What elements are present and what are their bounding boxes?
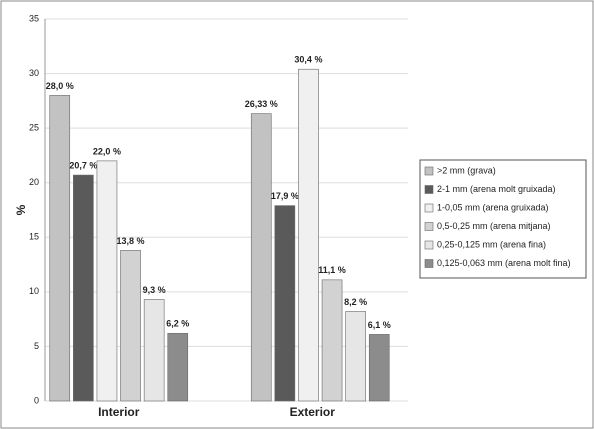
x-tick-label: Exterior — [290, 405, 336, 419]
bar — [167, 333, 189, 402]
y-tick-label: 20 — [29, 177, 39, 187]
bar — [120, 250, 141, 402]
bar — [96, 160, 118, 402]
legend-swatch — [424, 222, 434, 231]
legend-swatch — [424, 203, 434, 213]
bar — [49, 95, 71, 402]
bar — [321, 279, 343, 402]
value-label: 13,8 % — [117, 236, 145, 246]
legend-label: >2 mm (grava) — [437, 165, 496, 175]
legend-swatch — [424, 259, 434, 268]
y-tick-label: 30 — [29, 68, 39, 78]
y-tick-label: 35 — [29, 13, 39, 23]
bar — [73, 174, 94, 402]
bar — [345, 311, 366, 402]
value-label: 26,33 % — [245, 99, 278, 109]
bar — [368, 334, 390, 402]
value-label: 20,7 % — [69, 160, 97, 170]
legend — [419, 159, 587, 279]
value-label: 9,3 % — [143, 285, 166, 295]
y-tick-label: 0 — [34, 395, 39, 405]
y-axis-label: % — [14, 204, 28, 215]
value-label: 17,9 % — [271, 191, 299, 201]
legend-swatch — [424, 166, 434, 176]
value-label: 8,2 % — [344, 297, 367, 307]
value-label: 30,4 % — [294, 55, 322, 65]
bar — [143, 299, 165, 402]
legend-label: 0,125-0,063 mm (arena molt fina) — [437, 258, 571, 268]
value-label: 6,1 % — [368, 320, 391, 330]
value-label: 11,1 % — [318, 265, 346, 275]
legend-label: 0,5-0,25 mm (arena mitjana) — [437, 221, 551, 231]
legend-label: 1-0,05 mm (arena gruixada) — [437, 202, 549, 212]
legend-label: 0,25-0,125 mm (arena fina) — [437, 239, 546, 249]
legend-swatch — [424, 185, 434, 194]
legend-swatch — [424, 240, 434, 250]
value-label: 22,0 % — [93, 146, 121, 156]
y-tick-label: 5 — [34, 341, 39, 351]
value-label: 6,2 % — [166, 319, 189, 329]
y-tick-label: 25 — [29, 123, 39, 133]
bar — [250, 113, 272, 402]
y-tick-label: 10 — [29, 286, 39, 296]
x-tick-label: Interior — [98, 405, 140, 419]
bar — [298, 68, 319, 402]
y-tick-label: 15 — [29, 232, 39, 242]
value-label: 28,0 % — [46, 81, 74, 91]
bar — [274, 205, 296, 402]
legend-label: 2-1 mm (arena molt gruixada) — [437, 184, 556, 194]
